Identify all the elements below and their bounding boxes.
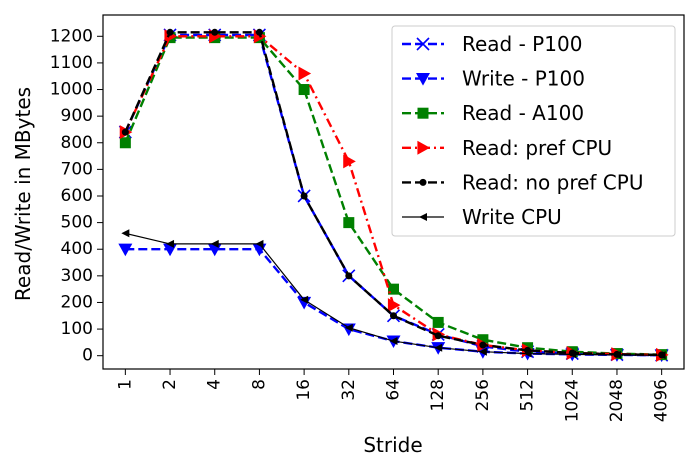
legend-entry: Read - A100 xyxy=(462,101,584,125)
x-tick-label: 8 xyxy=(249,379,269,390)
x-tick-label: 256 xyxy=(473,379,493,411)
y-tick-label: 700 xyxy=(61,159,93,179)
data-point xyxy=(300,192,308,200)
data-point xyxy=(211,28,219,36)
data-point xyxy=(166,239,175,248)
x-tick-label: 128 xyxy=(428,379,448,411)
data-point xyxy=(390,312,397,320)
y-tick-label: 800 xyxy=(61,133,93,153)
legend-marker xyxy=(419,213,427,221)
data-point xyxy=(300,295,309,304)
data-point xyxy=(255,28,263,36)
y-tick-label: 300 xyxy=(61,266,93,286)
x-axis-label: Stride xyxy=(363,433,422,457)
legend-entry: Read: no pref CPU xyxy=(462,170,643,194)
data-point xyxy=(434,343,443,352)
y-axis-label: Read/Write in MBytes xyxy=(11,87,35,301)
x-tick-label: 64 xyxy=(384,379,404,401)
y-tick-label: 0 xyxy=(82,346,93,366)
y-tick-label: 1000 xyxy=(50,80,93,100)
data-point xyxy=(210,239,219,248)
data-point xyxy=(298,84,310,96)
data-point xyxy=(343,217,355,229)
y-tick-label: 600 xyxy=(61,186,93,206)
data-point xyxy=(523,349,532,358)
data-point xyxy=(118,243,133,257)
data-point xyxy=(388,283,399,295)
x-tick-label: 4096 xyxy=(652,379,672,422)
data-point xyxy=(387,298,401,313)
y-tick-label: 1100 xyxy=(50,53,93,73)
legend-box xyxy=(391,25,676,237)
legend-marker xyxy=(417,107,429,119)
data-point xyxy=(477,334,489,346)
y-tick-label: 1200 xyxy=(50,26,93,46)
x-tick-label: 32 xyxy=(339,379,359,401)
legend-entry: Read: pref CPU xyxy=(462,136,612,160)
legend-entry: Write CPU xyxy=(462,205,562,229)
data-point xyxy=(255,239,264,248)
x-tick-label: 4 xyxy=(205,379,225,390)
x-tick-label: 2 xyxy=(160,379,180,390)
y-tick-label: 900 xyxy=(61,106,93,126)
y-tick-label: 500 xyxy=(61,213,93,233)
data-point xyxy=(119,137,131,149)
data-point xyxy=(434,332,442,340)
data-point xyxy=(657,351,666,360)
x-axis: 1 2 4 8 16 32 64 128 256 512 1024 2048 4096 xyxy=(115,369,672,422)
data-point xyxy=(345,272,353,280)
data-point xyxy=(166,28,174,36)
x-tick-label: 2048 xyxy=(607,379,627,422)
x-tick-label: 1024 xyxy=(562,379,582,422)
data-point xyxy=(121,229,130,238)
data-point xyxy=(389,337,398,346)
data-point xyxy=(298,66,312,81)
y-tick-label: 100 xyxy=(61,319,93,339)
data-point xyxy=(478,347,487,356)
data-point xyxy=(432,316,444,328)
legend-marker xyxy=(417,140,430,155)
legend-marker xyxy=(416,37,430,51)
data-point xyxy=(344,323,353,332)
legend-marker xyxy=(416,73,430,86)
x-tick-label: 1 xyxy=(115,379,135,390)
legend-entry: Read - P100 xyxy=(462,32,582,56)
data-point xyxy=(479,341,487,349)
x-tick-label: 512 xyxy=(518,379,538,411)
data-point xyxy=(343,154,356,169)
data-point xyxy=(121,128,129,136)
legend-entry: Write - P100 xyxy=(462,67,585,91)
y-axis: 0 100 200 300 400 500 600 700 800 900 1000 1100 1200 xyxy=(50,26,103,366)
legend-marker xyxy=(419,178,427,186)
y-tick-label: 400 xyxy=(61,239,93,259)
y-tick-label: 200 xyxy=(61,292,93,312)
data-point xyxy=(612,350,621,359)
data-point xyxy=(568,350,577,359)
plot-area xyxy=(102,14,685,370)
x-tick-label: 16 xyxy=(294,379,314,401)
legend: Read - P100 Write - P100 Read - A100 Read: … xyxy=(391,25,676,237)
